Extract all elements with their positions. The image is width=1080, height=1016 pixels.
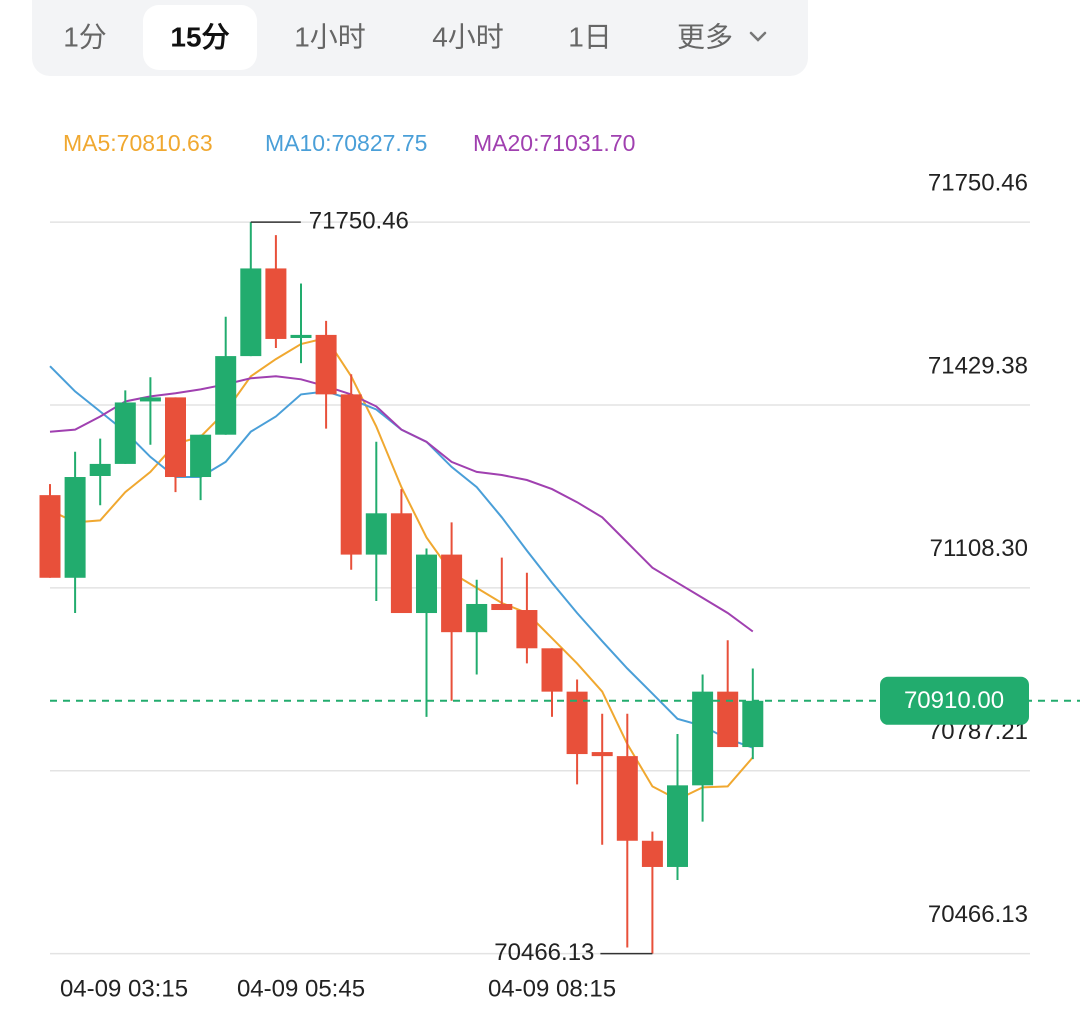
candle-body <box>240 268 262 357</box>
candle-body <box>390 513 412 614</box>
ma-line <box>49 375 754 633</box>
y-tick-label: 71750.46 <box>928 169 1028 196</box>
candle-body <box>340 394 362 555</box>
tab[interactable]: 更多 <box>677 21 733 52</box>
candle-body <box>591 752 613 757</box>
candle-body <box>491 603 513 611</box>
tab[interactable]: 1分 <box>63 21 107 52</box>
candle-body <box>667 785 688 867</box>
candle-body <box>416 554 437 614</box>
tab-selected-bg <box>143 5 257 70</box>
candle-body <box>541 648 563 692</box>
tab[interactable]: 15分 <box>170 21 229 52</box>
dropdown-chevron <box>749 31 767 42</box>
candle-body <box>616 756 638 841</box>
candle-body <box>89 463 111 476</box>
y-tick-label: 70466.13 <box>928 901 1028 928</box>
legend-entry: MA5:70810.63 <box>63 130 213 156</box>
high-marker-label: 71750.46 <box>309 207 409 234</box>
legend-entry: MA10:70827.75 <box>265 130 427 156</box>
y-tick-label: 71108.30 <box>930 535 1028 562</box>
x-tick-label: 04-09 03:15 <box>60 975 188 1002</box>
y-tick-label: 71429.38 <box>928 352 1028 379</box>
current-price-badge <box>880 676 1029 725</box>
current-price-label: 70910.00 <box>904 687 1004 714</box>
candle-body <box>165 397 186 478</box>
tab[interactable]: 4小时 <box>432 21 504 52</box>
tab[interactable]: 1小时 <box>294 21 366 52</box>
candle-body <box>692 691 714 786</box>
tab[interactable]: 1日 <box>568 21 612 52</box>
x-tick-label: 04-09 05:45 <box>237 975 365 1002</box>
candle-body <box>290 334 312 338</box>
x-tick-label: 04-09 08:15 <box>488 975 616 1002</box>
candle-body <box>717 691 739 748</box>
candle-body <box>215 356 237 435</box>
legend-entry: MA20:71031.70 <box>473 130 635 156</box>
candle-body <box>466 603 488 633</box>
candle-body <box>64 477 86 578</box>
candle-body <box>365 513 387 555</box>
candle-body <box>441 554 463 633</box>
low-marker-label: 70466.13 <box>494 939 594 966</box>
candle-body <box>641 840 663 867</box>
candle-body <box>566 691 588 755</box>
candle-body <box>39 495 61 578</box>
candle-body <box>114 402 136 464</box>
candle-body <box>265 268 287 339</box>
candle-body <box>516 610 538 649</box>
candle-body <box>190 434 212 478</box>
candle-body <box>139 397 161 402</box>
candle-body <box>742 700 764 748</box>
candle-body <box>315 334 337 395</box>
